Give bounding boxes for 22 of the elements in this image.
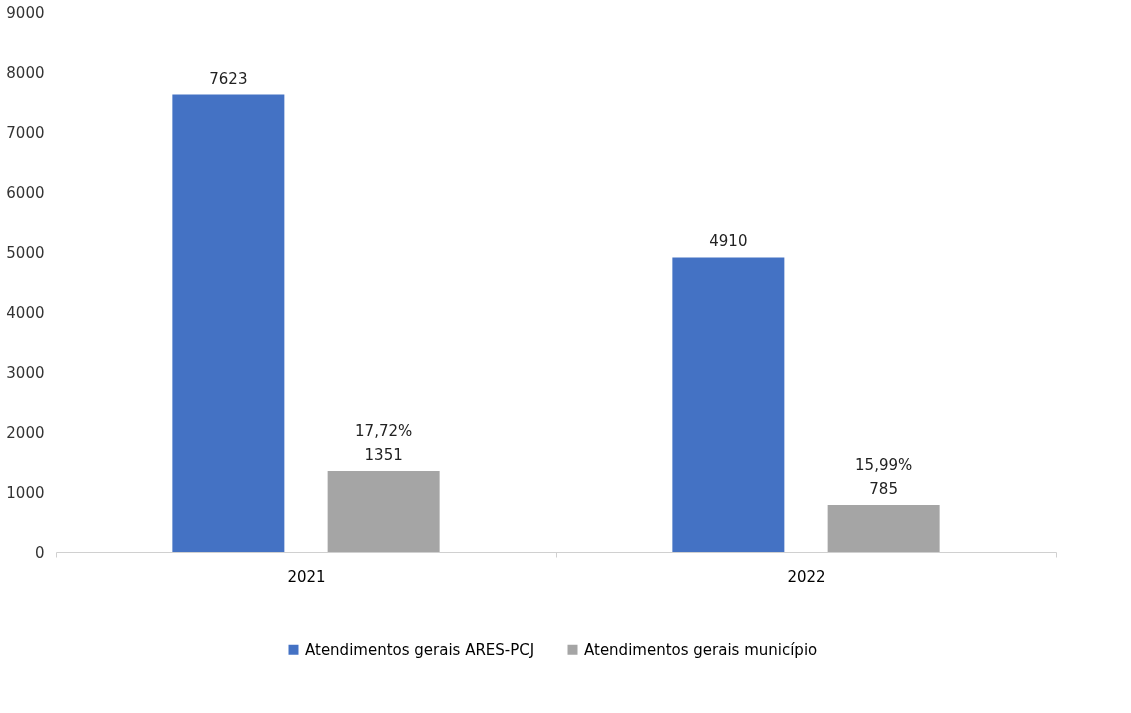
y-tick-label: 4000	[6, 303, 45, 322]
legend-label: Atendimentos gerais município	[584, 640, 818, 659]
data-label: 17,72% 1351	[355, 421, 413, 464]
y-tick-label: 9000	[6, 3, 45, 22]
data-label: 4910	[709, 232, 748, 251]
y-tick-label: 2000	[6, 423, 45, 442]
y-tick-label: 3000	[6, 363, 45, 382]
legend-label: Atendimentos gerais ARES-PCJ	[305, 640, 535, 659]
bar	[172, 94, 285, 552]
y-tick-label: 6000	[6, 183, 45, 202]
bar	[827, 504, 940, 552]
x-tick-label: 2022	[787, 567, 826, 586]
y-tick-label: 8000	[6, 63, 45, 82]
data-label: 15,99% 785	[855, 455, 913, 498]
y-tick-label: 1000	[6, 483, 45, 502]
bar	[672, 257, 785, 552]
y-tick-label: 7000	[6, 123, 45, 142]
data-label: 7623	[209, 69, 248, 88]
y-tick-label: 5000	[6, 243, 45, 262]
x-tick-label: 2021	[287, 567, 326, 586]
y-tick-label: 0	[34, 543, 45, 562]
bar	[327, 470, 440, 552]
